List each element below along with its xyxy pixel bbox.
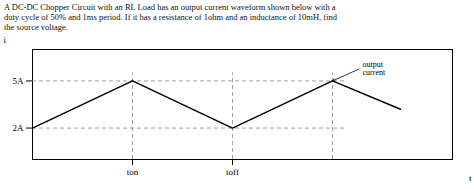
svg-text:ton: ton: [127, 166, 139, 176]
svg-text:toff: toff: [226, 166, 239, 176]
svg-text:outputcurrent: outputcurrent: [363, 59, 386, 76]
svg-text:t: t: [469, 172, 472, 182]
svg-text:2A: 2A: [13, 123, 25, 133]
svg-text:i: i: [4, 34, 7, 44]
html-text:A DC-DC Chopper Circuit with a: A DC-DC Chopper Circuit with an RL Load …: [4, 2, 338, 33]
svg-text:5A: 5A: [13, 75, 25, 85]
